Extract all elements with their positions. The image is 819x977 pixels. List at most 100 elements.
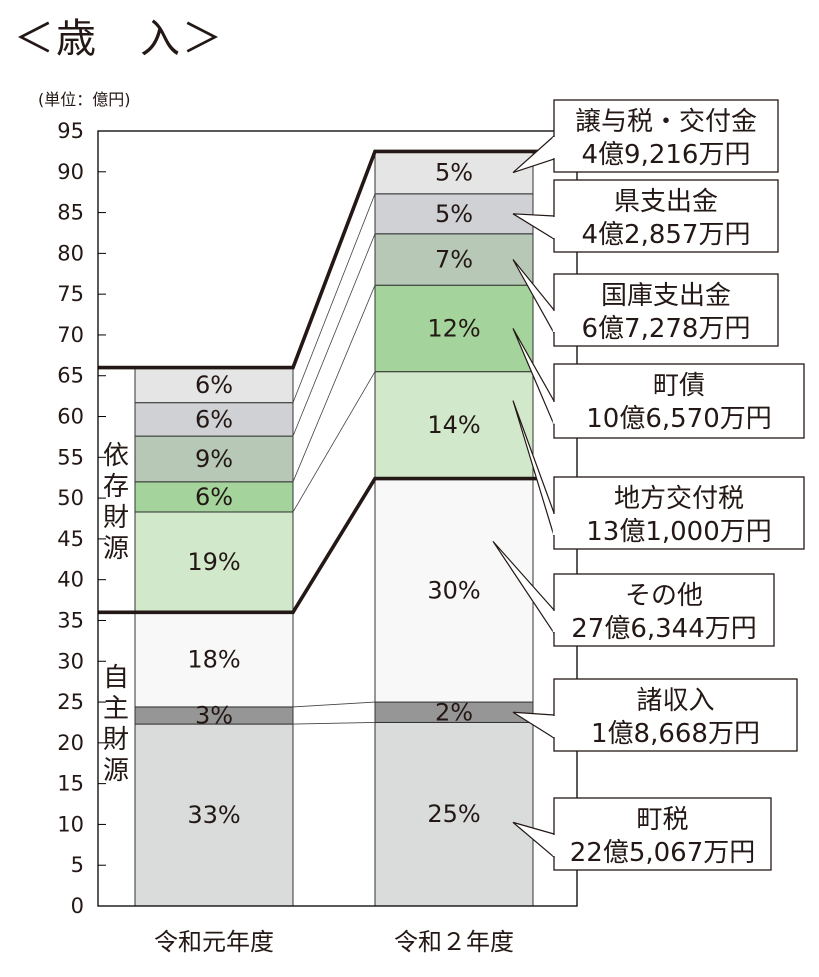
callout-pointer (512, 328, 555, 425)
x-category-label: 令和元年度 (154, 928, 274, 956)
data-label: 12% (427, 314, 480, 342)
callout-name: 諸収入 (636, 686, 714, 716)
callout-amount: 10億6,570万円 (586, 404, 772, 434)
callout-box (553, 363, 805, 439)
connector-lines (98, 149, 540, 725)
total-line (98, 149, 540, 370)
y-tick-label: 25 (57, 690, 84, 714)
callout-name: 譲与税・交付金 (575, 107, 757, 137)
svg-text:源: 源 (103, 756, 129, 786)
y-tick-label: 60 (57, 405, 84, 429)
data-label: 14% (427, 411, 480, 439)
segment-connector (292, 701, 376, 708)
callout-name: 町債 (653, 371, 705, 401)
bar-segment-0-e59bbde5baabe694afe587ba (134, 435, 294, 483)
data-label: 6% (195, 371, 233, 399)
callout-box (553, 797, 772, 871)
data-label: 6% (195, 483, 233, 511)
callout-amount: 1億8,668万円 (591, 719, 760, 749)
y-tick-label: 50 (57, 486, 84, 510)
callout-amount: 4億9,216万円 (582, 140, 751, 170)
data-label: 30% (427, 576, 480, 604)
y-tick-label: 80 (57, 241, 84, 265)
callouts: 譲与税・交付金4億9,216万円県支出金4億2,857万円国庫支出金6億7,27… (492, 99, 805, 871)
y-axis: 0 5 10 15 20 25 30 35 40 45 50 55 60 65 70 75 80 85 90 95 (57, 119, 578, 918)
unit-label: (単位：億円) (38, 90, 131, 109)
callout-name: 県支出金 (614, 187, 718, 217)
svg-text:存: 存 (103, 472, 129, 502)
data-label: 7% (435, 245, 473, 273)
y-tick-label: 70 (57, 323, 84, 347)
svg-text:財: 財 (103, 503, 129, 533)
data-label: 5% (435, 200, 473, 228)
bar-segment-0-e79c8ce694afe587bae98791 (134, 402, 294, 437)
callout-box (553, 573, 775, 647)
data-label: 33% (187, 801, 240, 829)
y-tick-label: 45 (57, 527, 84, 551)
bar-segment-1-e79c8ce694afe587bae98791 (374, 193, 534, 235)
callout-pointer (512, 213, 555, 240)
data-label: 2% (435, 698, 473, 726)
y-tick-label: 35 (57, 608, 84, 632)
callout-pointer (512, 135, 555, 174)
callout-name: その他 (625, 581, 703, 611)
y-tick-label: 75 (57, 282, 84, 306)
segment-connector (292, 722, 376, 725)
y-tick-label: 0 (71, 894, 84, 918)
callout-box (553, 476, 805, 550)
category-labels: 令和元年度 令和２年度 (154, 928, 514, 956)
callout-name: 国庫支出金 (601, 281, 731, 311)
callout-box (553, 273, 779, 347)
bar-segment-1-e3819de381aee4bb96 (374, 478, 534, 703)
x-category-label: 令和２年度 (394, 928, 514, 956)
y-tick-label: 20 (57, 731, 84, 755)
bar-segment-1-e59bbde5baabe694afe587ba (374, 233, 534, 286)
callout-pointer (492, 540, 555, 634)
bar-segments: 33% 3% 18% 19% 6% 9% 6% 6% 25% 2% 30% 14% 12% 7% 5% 5% (134, 150, 534, 907)
callout-amount: 13億1,000万円 (586, 517, 772, 547)
own-dependent-divider (98, 476, 537, 615)
y-tick-label: 30 (57, 649, 84, 673)
y-tick-label: 90 (57, 160, 84, 184)
data-label: 9% (195, 445, 233, 473)
segment-connector (292, 371, 376, 513)
callout-pointer (512, 711, 555, 739)
svg-text:源: 源 (103, 534, 129, 564)
callout-amount: 6億7,278万円 (582, 314, 751, 344)
callout-amount: 22億5,067万円 (570, 838, 756, 868)
segment-connector (292, 285, 376, 482)
y-tick-label: 55 (57, 445, 84, 469)
svg-text:自: 自 (103, 663, 129, 693)
bar-segment-1-e794bae582b5 (374, 284, 534, 373)
y-tick-label: 15 (57, 772, 84, 796)
bar-segment-0-e794bae582b5 (134, 481, 294, 513)
callout-amount: 4億2,857万円 (582, 220, 751, 250)
callout-pointer (512, 821, 555, 858)
y-tick-label: 5 (71, 853, 84, 877)
bar-segment-1-e8adb2e4b88ee7a88ee383bb (374, 150, 534, 195)
data-label: 18% (187, 646, 240, 674)
bar-segment-0-e794bae7a88e (134, 723, 294, 907)
segment-connector (292, 193, 376, 403)
callout-box (553, 678, 798, 752)
callout-pointer (512, 400, 555, 537)
bar-segment-0-e8adb2e4b88ee7a88ee383bb (134, 367, 294, 404)
y-tick-label: 85 (57, 201, 84, 225)
segment-connector (292, 233, 376, 437)
bar-segment-0-e59cb0e696b9e4baa4e4bb98 (134, 511, 294, 613)
callout-amount: 27億6,344万円 (571, 614, 757, 644)
y-tick-label: 10 (57, 812, 84, 836)
callout-box (553, 99, 779, 173)
data-label: 19% (187, 548, 240, 576)
data-label: 3% (195, 702, 233, 730)
